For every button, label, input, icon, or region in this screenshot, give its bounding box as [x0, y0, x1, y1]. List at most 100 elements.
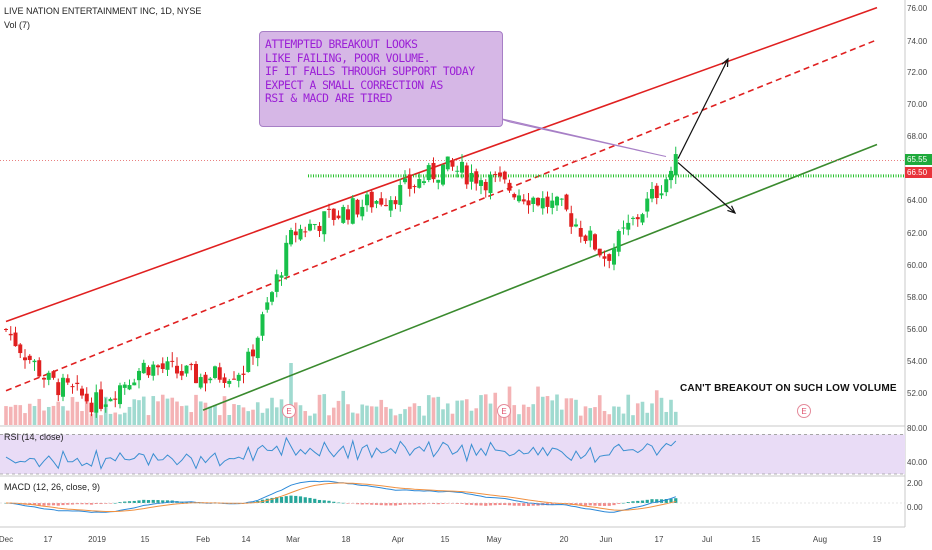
candle-body [569, 213, 574, 227]
candle-body [350, 198, 355, 224]
macd-histogram-bar [522, 503, 526, 506]
candle-body [664, 179, 669, 193]
candle-body [94, 392, 99, 413]
volume-bar [217, 415, 222, 425]
volume-bar [569, 398, 574, 425]
projection-arrow [677, 162, 736, 214]
candle-body [13, 332, 18, 347]
macd-histogram-bar [113, 502, 117, 504]
volume-bar [365, 405, 369, 425]
macd-histogram-bar [146, 500, 151, 503]
macd-histogram-bar [645, 499, 649, 503]
projection-arrow [677, 58, 729, 159]
volume-bar [659, 397, 664, 425]
candle-body [32, 360, 37, 363]
volume-bar [483, 394, 488, 425]
note-line: IF IT FALLS THROUGH SUPPORT TODAY [265, 65, 475, 78]
volume-bar [578, 415, 583, 425]
rsi-indicator-label: RSI (14, close) [4, 432, 64, 442]
macd-histogram-bar [47, 503, 51, 506]
volume-bar [65, 410, 70, 425]
candle-body [127, 385, 132, 390]
macd-histogram-bar [588, 503, 592, 506]
macd-histogram-bar [104, 503, 108, 504]
time-tick: 19 [872, 535, 882, 544]
volume-bar [521, 404, 526, 425]
volume-bar [303, 411, 308, 425]
volume-bar [626, 394, 631, 425]
time-tick: Jul [701, 535, 713, 544]
candle-body [393, 200, 398, 205]
time-tick: Feb [196, 535, 210, 544]
volume-bar [122, 412, 127, 425]
candle-body [70, 386, 75, 388]
volume-bar [436, 396, 441, 425]
volume-bar [450, 413, 455, 425]
earnings-marker[interactable]: E [797, 404, 811, 418]
volume-bar [213, 405, 217, 425]
price-tick: 58.00 [907, 293, 928, 302]
volume-bar [564, 398, 569, 425]
macd-histogram-bar [450, 503, 455, 504]
candle-body [621, 227, 626, 229]
macd-histogram-bar [85, 503, 89, 505]
volume-bar [179, 406, 184, 425]
candle-body [213, 366, 217, 378]
candle-body [189, 364, 194, 366]
macd-histogram-bar [346, 503, 350, 504]
macd-histogram-bar [674, 498, 678, 503]
candle-body [298, 228, 303, 240]
breakout-level-badge: 65.55 [905, 154, 932, 165]
macd-histogram-bar [669, 498, 673, 503]
candle-body [398, 185, 403, 205]
volume-bar [445, 403, 450, 425]
macd-histogram-bar [56, 503, 60, 506]
candle-body [450, 160, 455, 167]
volume-bar [555, 394, 559, 425]
candle-body [289, 230, 293, 245]
trend-line-resistance [5, 6, 878, 323]
volume-caption: CAN'T BREAKOUT ON SUCH LOW VOLUME [680, 383, 897, 394]
volume-bar [460, 400, 464, 425]
macd-line [5, 480, 676, 513]
macd-histogram-bar [417, 503, 421, 505]
candle-body [293, 231, 298, 236]
macd-histogram-bar [441, 503, 445, 504]
earnings-marker[interactable]: E [497, 404, 511, 418]
candle-body [341, 206, 346, 223]
candle-body [42, 377, 46, 380]
candle-body [336, 215, 341, 219]
projection-arrow-head [727, 205, 737, 215]
candle-body [559, 198, 564, 200]
candle-body [379, 198, 384, 205]
volume-bar [270, 397, 274, 425]
volume-bar [417, 405, 422, 425]
candle-body [555, 196, 559, 206]
volume-bar [165, 398, 170, 425]
time-tick: 17 [654, 535, 664, 544]
candle-body [474, 171, 479, 184]
volume-bar [308, 415, 312, 425]
candle-body [89, 402, 94, 413]
candle-body [75, 382, 80, 385]
candle-body [384, 205, 388, 207]
candle-body [255, 337, 260, 359]
macd-histogram-bar [151, 499, 155, 503]
macd-histogram-bar [37, 503, 41, 506]
annotation-note[interactable]: ATTEMPTED BREAKOUT LOOKS LIKE FAILING, P… [259, 31, 503, 127]
macd-histogram-bar [446, 503, 450, 504]
earnings-marker[interactable]: E [282, 404, 296, 418]
candle-body [369, 191, 374, 208]
volume-bar [545, 396, 550, 425]
volume-bar [498, 414, 502, 425]
candle-body [37, 360, 42, 377]
volume-bar [284, 413, 289, 425]
candle-body [507, 182, 512, 191]
volume-bar [597, 395, 602, 425]
volume-bar [298, 405, 303, 425]
candle-body [640, 214, 645, 223]
price-tick: 62.00 [907, 229, 928, 238]
candle-body [388, 200, 393, 211]
candle-body [545, 196, 550, 207]
